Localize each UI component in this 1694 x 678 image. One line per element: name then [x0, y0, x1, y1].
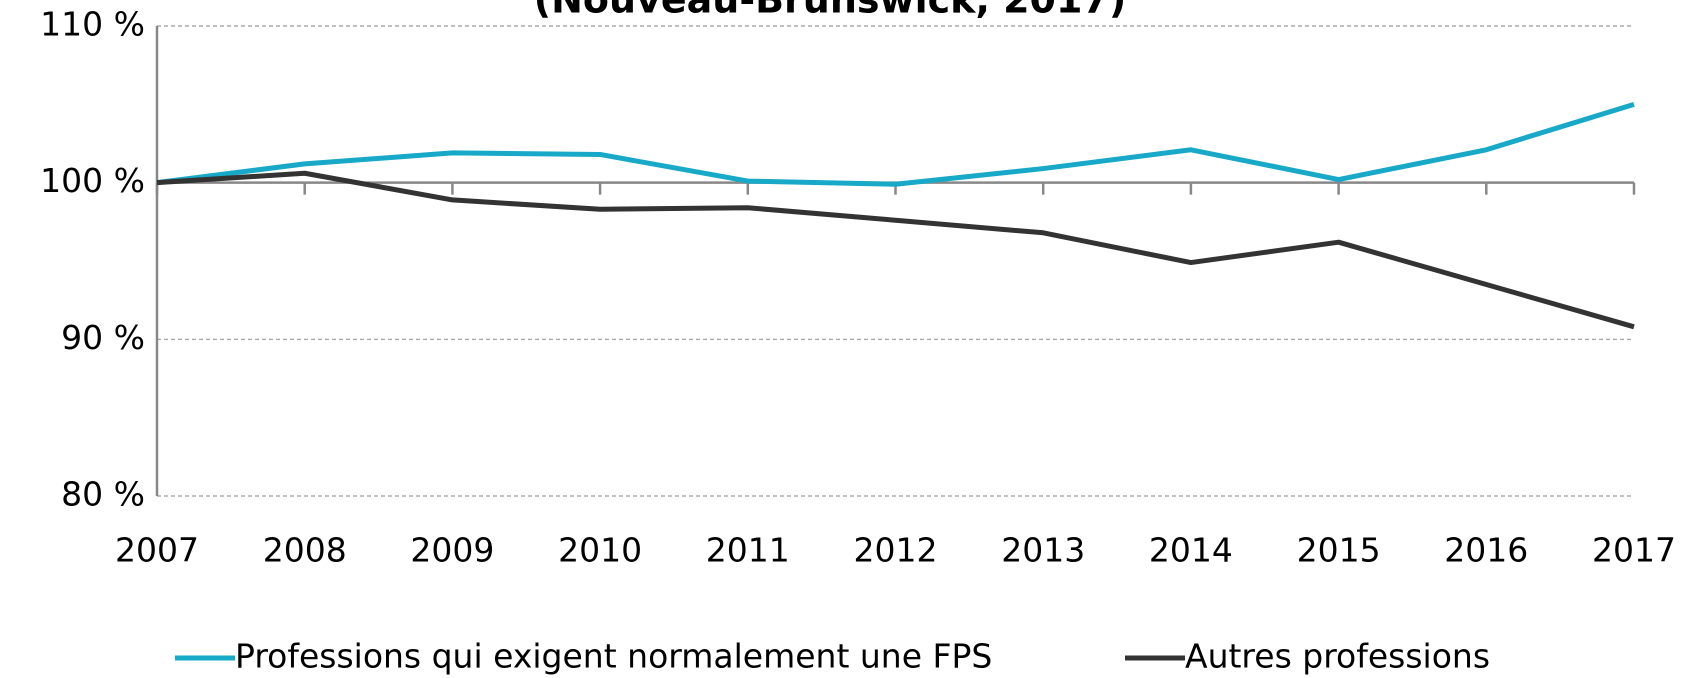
x-tick-label: 2013 [1001, 531, 1085, 570]
y-tick-label: 110 % [40, 5, 145, 44]
x-tick-label: 2009 [410, 531, 494, 570]
x-tick-label: 2008 [263, 531, 347, 570]
x-tick-label: 2010 [558, 531, 642, 570]
x-tick-label: 2007 [115, 531, 199, 570]
x-tick-label: 2015 [1297, 531, 1381, 570]
legend-label: Autres professions [1185, 637, 1490, 676]
chart-title: (Nouveau-Brunswick, 2017) [534, 0, 1127, 22]
x-tick-label: 2014 [1149, 531, 1233, 570]
y-tick-label: 90 % [61, 318, 145, 357]
series-line [156, 170, 1635, 330]
series-line [156, 101, 1635, 187]
x-tick-label: 2016 [1444, 531, 1528, 570]
legend-label: Professions qui exigent normalement une … [235, 637, 992, 676]
x-tick-label: 2012 [854, 531, 938, 570]
x-tick-label: 2011 [706, 531, 790, 570]
y-tick-label: 100 % [40, 161, 145, 200]
y-tick-label: 80 % [61, 475, 145, 514]
x-tick-label: 2017 [1592, 531, 1676, 570]
